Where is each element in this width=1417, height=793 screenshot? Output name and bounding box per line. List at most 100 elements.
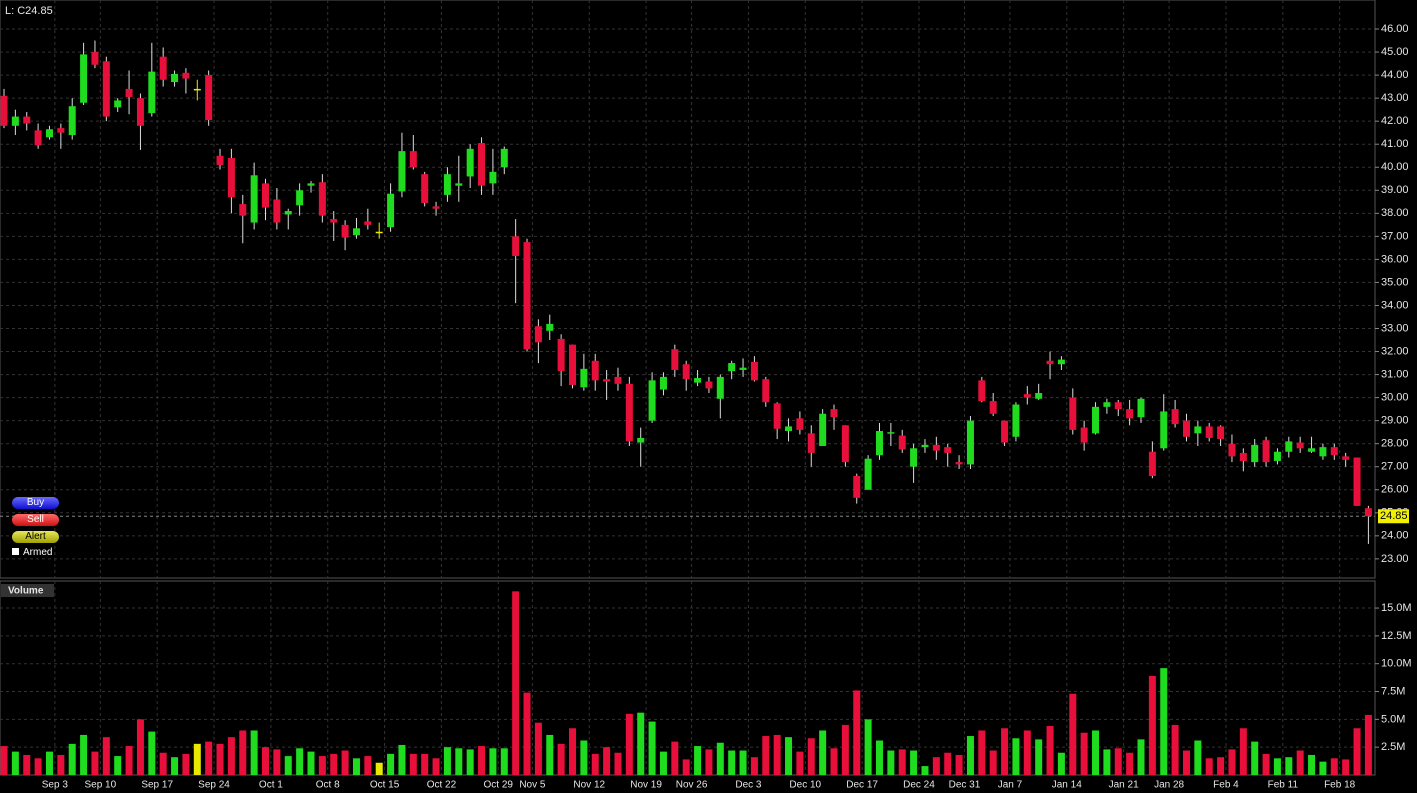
candle-body — [23, 116, 31, 124]
volume-bar — [171, 757, 179, 775]
volume-bar — [1330, 758, 1338, 775]
volume-bar — [569, 728, 576, 775]
volume-bar — [932, 757, 940, 775]
volume-bar — [318, 756, 326, 775]
volume-bar — [114, 756, 122, 775]
y-tick-label: 39.00 — [1381, 184, 1409, 196]
candle-body — [205, 75, 213, 121]
candle-body — [625, 383, 633, 442]
volume-bar — [1308, 754, 1316, 775]
candle-body — [1035, 393, 1043, 399]
candle-body — [489, 171, 497, 184]
volume-bar — [648, 721, 656, 775]
volume-bar — [341, 750, 349, 775]
candle-body — [102, 61, 110, 117]
volume-bar — [659, 751, 667, 775]
volume-bar — [1273, 758, 1281, 775]
candle-body — [125, 88, 133, 97]
candle-body — [1080, 427, 1088, 443]
volume-bar — [898, 749, 906, 775]
x-tick-label: Dec 10 — [789, 780, 821, 791]
volume-bar — [57, 754, 65, 775]
candle-body — [250, 175, 258, 223]
volume-bar — [785, 737, 793, 775]
x-tick-label: Dec 3 — [735, 780, 762, 791]
volume-bar — [819, 730, 827, 775]
volume-bar — [807, 738, 815, 775]
candle-body — [830, 409, 838, 418]
volume-bar — [637, 712, 645, 775]
y-tick-label: 12.5M — [1381, 630, 1412, 642]
candle-body — [1023, 394, 1031, 398]
volume-bar — [466, 749, 474, 775]
candle-body — [580, 368, 588, 388]
volume-bar — [830, 748, 838, 775]
volume-bar — [500, 748, 508, 775]
y-tick-label: 23.00 — [1381, 553, 1409, 565]
candle-body — [1171, 409, 1179, 425]
volume-bar — [68, 743, 76, 775]
candle-body — [1205, 426, 1213, 438]
sell-button[interactable]: Sell — [12, 514, 59, 526]
y-tick-label: 42.00 — [1381, 115, 1409, 127]
candle-body — [1308, 448, 1316, 452]
y-tick-label: 34.00 — [1381, 299, 1409, 311]
volume-bar — [1012, 738, 1020, 775]
candle-body — [659, 376, 667, 390]
volume-label-box — [1, 584, 54, 597]
volume-bar — [443, 747, 451, 775]
volume-bar — [364, 756, 372, 775]
y-tick-label: 31.00 — [1381, 368, 1409, 380]
candle-body — [932, 444, 940, 451]
candle-body — [728, 363, 736, 372]
candle-body — [443, 174, 451, 195]
candle-body — [1001, 420, 1009, 443]
x-tick-label: Sep 24 — [198, 780, 230, 791]
volume-bar — [603, 747, 611, 775]
candle-body — [1228, 443, 1236, 457]
volume-bar — [1092, 730, 1100, 775]
candle-body — [807, 433, 815, 453]
candle-body — [1273, 451, 1281, 461]
alert-button[interactable]: Alert — [12, 531, 59, 543]
candle-body — [773, 403, 781, 429]
candle-body — [171, 73, 179, 83]
armed-checkbox[interactable]: Armed — [12, 547, 52, 558]
candle-body — [841, 425, 849, 463]
y-tick-label: 28.00 — [1381, 438, 1409, 450]
volume-bar — [728, 750, 736, 775]
volume-bar — [148, 731, 156, 775]
volume-bar — [682, 759, 690, 775]
volume-bar — [1057, 752, 1065, 775]
candle-body — [1364, 508, 1372, 517]
volume-bar — [739, 750, 747, 775]
x-tick-label: Oct 8 — [316, 780, 340, 791]
volume-bar — [875, 740, 883, 775]
candle-body — [1069, 397, 1077, 430]
candle-body — [1353, 457, 1361, 506]
candle-body — [1239, 452, 1247, 461]
volume-bar — [1239, 728, 1247, 775]
candle-body — [273, 199, 281, 223]
candle-body — [796, 418, 804, 430]
volume-title: Volume — [8, 586, 44, 597]
candle-body — [421, 174, 429, 203]
candle-body — [239, 204, 247, 216]
volume-bar — [580, 740, 588, 775]
volume-bar — [227, 737, 235, 775]
volume-bar — [773, 734, 781, 775]
volume-bar — [250, 730, 258, 775]
volume-bar — [1319, 761, 1327, 775]
x-tick-label: Sep 17 — [141, 780, 173, 791]
volume-bar — [352, 758, 360, 775]
volume-bar — [1262, 753, 1270, 775]
x-tick-label: Dec 31 — [949, 780, 981, 791]
y-tick-label: 45.00 — [1381, 46, 1409, 58]
volume-bar — [193, 743, 201, 775]
volume-bar — [750, 757, 758, 775]
volume-bar — [864, 719, 872, 775]
buy-button[interactable]: Buy — [12, 497, 59, 509]
candle-body — [875, 431, 883, 456]
x-tick-label: Jan 28 — [1154, 780, 1184, 791]
y-tick-label: 15.0M — [1381, 602, 1412, 614]
